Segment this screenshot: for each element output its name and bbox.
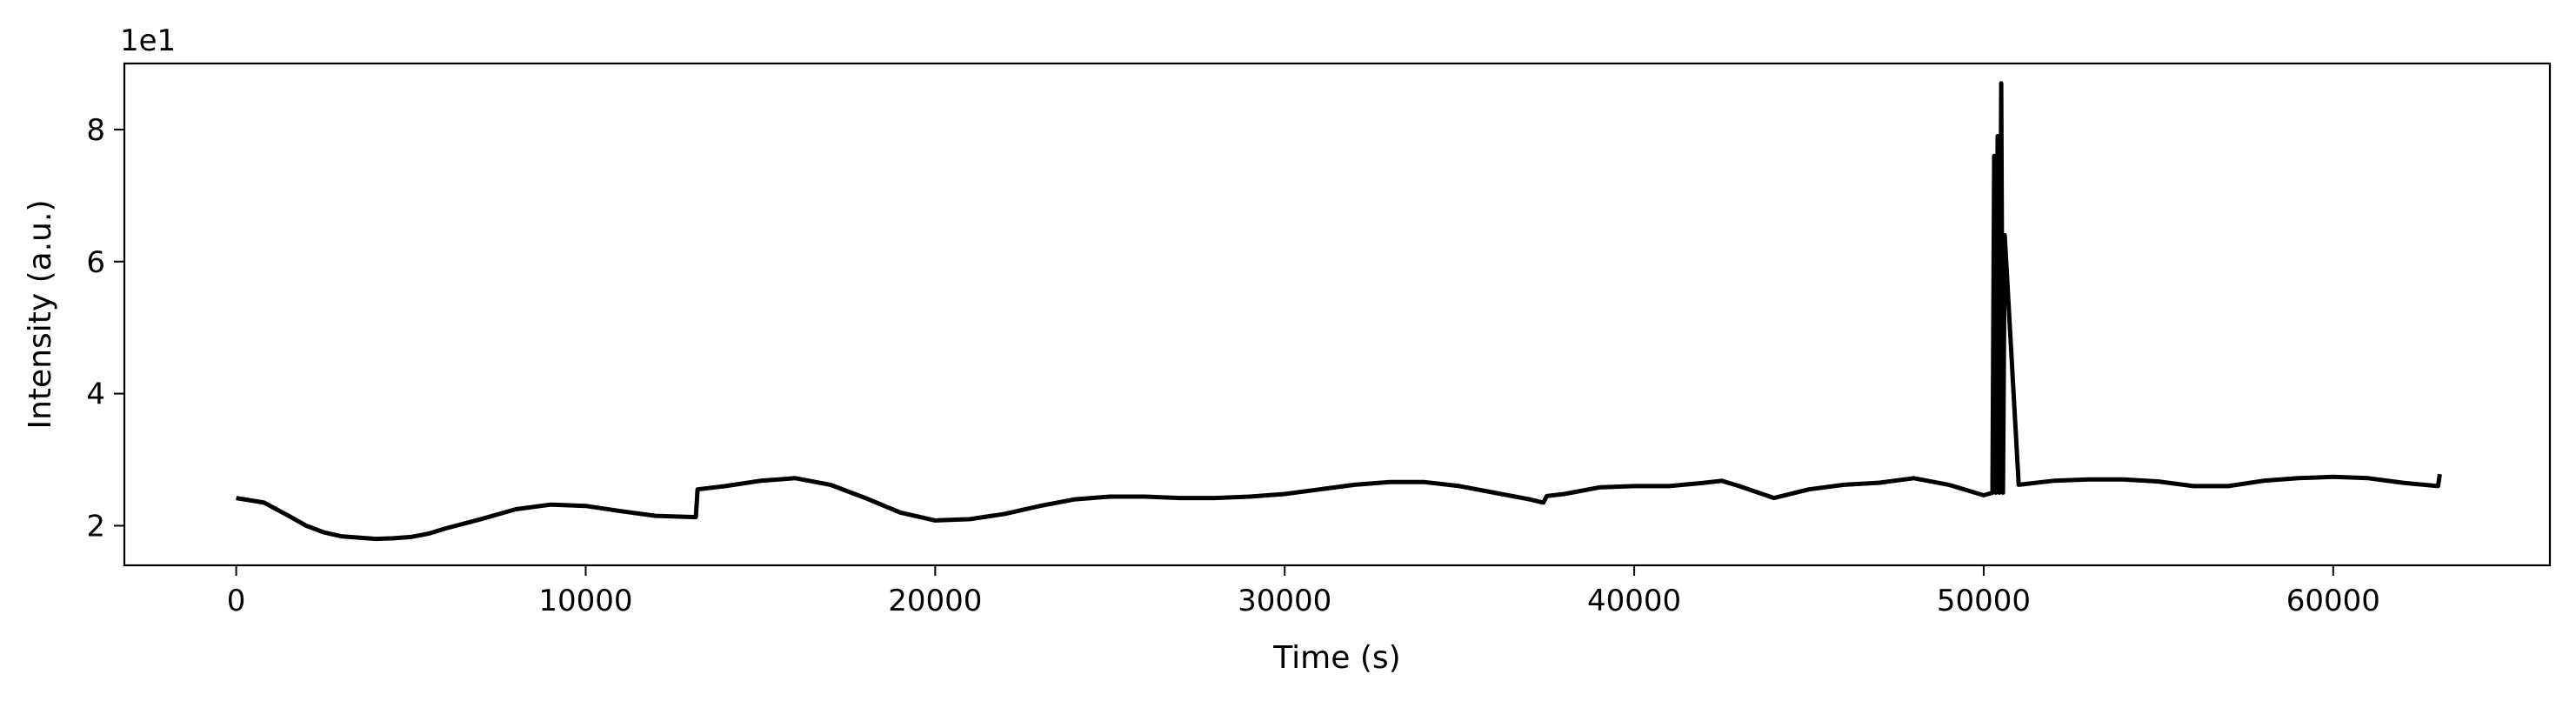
x-axis-label: Time (s) [1272,640,1400,676]
y-axis-offset-label: 1e1 [120,23,176,58]
x-tick-label: 0 [227,584,246,618]
x-tick-label: 60000 [2286,584,2380,618]
x-tick-label: 40000 [1587,584,1681,618]
x-tick-label: 20000 [888,584,982,618]
x-axis: 0 10000 20000 30000 40000 50000 60000 [227,565,2380,618]
plot-frame [123,62,2552,567]
plot-area [236,81,2442,542]
y-axis-label: Intensity (a.u.) [23,200,58,430]
y-tick-label: 8 [86,113,105,148]
series-layer [236,81,2442,542]
x-tick-label: 10000 [538,584,632,618]
y-tick-label: 4 [86,377,105,412]
y-axis: 2 4 6 8 [86,113,124,544]
y-tick-label: 6 [86,245,105,280]
x-tick-label: 30000 [1238,584,1331,618]
x-tick-label: 50000 [1937,584,2031,618]
y-tick-label: 2 [86,509,105,544]
series-line [236,81,2442,542]
